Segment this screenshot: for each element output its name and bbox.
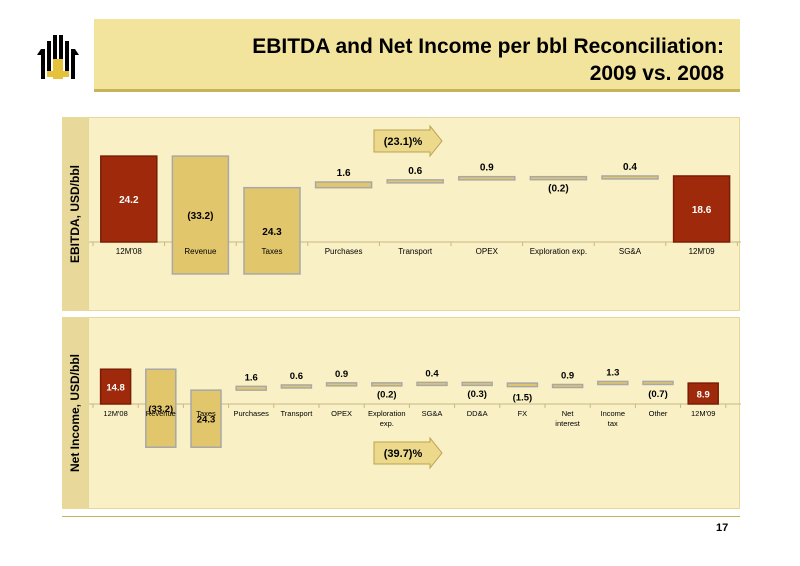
value-label-fx: (1.5) (513, 393, 533, 404)
category-label-sg-a: SG&A (422, 409, 443, 418)
bar-12m-09 (672, 175, 731, 243)
category-label-transport: Transport (280, 409, 313, 418)
bar-other (642, 380, 674, 386)
value-label-other: (0.7) (648, 389, 668, 400)
value-label-purchases: 1.6 (245, 372, 258, 383)
value-label-dd-a: (0.3) (467, 389, 487, 400)
value-label-exploration-exp: (0.2) (548, 183, 569, 194)
category-label-transport: Transport (398, 247, 433, 256)
category-label-12m-09: 12M'09 (689, 247, 716, 256)
category-label-exploration-exp: Exploration exp. (530, 247, 587, 256)
logo (23, 19, 94, 92)
change-annotation-arrow: (39.7)% (373, 436, 443, 470)
category-label-dd-a: DD&A (467, 409, 488, 418)
bar-net-interest (551, 383, 584, 389)
category-label-fx: FX (518, 409, 528, 418)
bar-purchases (235, 385, 267, 391)
value-label-taxes: 24.3 (262, 227, 282, 238)
value-label-revenue: (33.2) (148, 404, 173, 415)
bar-fx (506, 382, 539, 388)
value-label-revenue: (33.2) (187, 211, 213, 222)
category-label-12m-08: 12M'08 (103, 409, 127, 418)
bar-transport (280, 384, 313, 389)
category-label-other: Other (649, 409, 668, 418)
bar-revenue (145, 368, 177, 448)
bar-sg-a (416, 381, 448, 387)
bar-12m-09 (687, 382, 719, 405)
net-income-axis-label: Net Income, USD/bbl (68, 353, 82, 473)
change-annotation-label: (23.1)% (384, 136, 423, 148)
category-label-revenue: Revenue (184, 247, 217, 256)
bar-taxes (243, 186, 301, 275)
bar-transport (386, 179, 444, 184)
value-label-income-tax: 1.3 (606, 367, 619, 378)
bar-revenue (171, 155, 230, 275)
ebitda-chart: 24.2 12M'08 (33.2) Revenue 24.3 Taxes 1.6 Purch… (88, 117, 741, 311)
footer-divider (62, 516, 740, 517)
value-label-transport: 0.6 (408, 166, 422, 177)
bar-taxes (190, 389, 222, 448)
bar-exploration-exp (529, 175, 588, 181)
value-label-12m-09: 8.9 (697, 390, 710, 401)
bar-opex (458, 175, 516, 181)
ebitda-chart-svg: 24.2 12M'08 (33.2) Revenue 24.3 Taxes 1.6 Purch… (89, 124, 741, 275)
category-label-exploration-exp: Exploration exp. (368, 409, 406, 428)
value-label-sg-a: 0.4 (425, 368, 439, 379)
title-line-2: 2009 vs. 2008 (589, 62, 724, 85)
category-label-opex: OPEX (476, 247, 499, 256)
value-label-opex: 0.9 (480, 163, 494, 174)
bar-income-tax (597, 380, 629, 386)
category-label-12m-08: 12M'08 (116, 247, 143, 256)
category-label-purchases: Purchases (233, 409, 269, 418)
value-label-transport: 0.6 (290, 371, 303, 382)
value-label-sg-a: 0.4 (623, 162, 637, 173)
bar-dd-a (461, 381, 493, 387)
category-label-net-interest: Net interest (555, 409, 581, 428)
company-logo-icon (37, 35, 79, 79)
value-label-taxes: 24.3 (197, 415, 216, 426)
bar-opex (325, 382, 358, 387)
net-income-chart: 14.8 12M'08 (33.2) Revenue 24.3 Taxes 1.6 Purch… (88, 317, 741, 509)
title-line-1: EBITDA and Net Income per bbl Reconcilia… (252, 35, 724, 58)
category-label-sg-a: SG&A (619, 247, 642, 256)
value-label-12m-08: 14.8 (106, 383, 125, 394)
category-label-taxes: Taxes (196, 409, 216, 418)
value-label-12m-09: 18.6 (692, 205, 712, 216)
bar-exploration-exp (371, 382, 403, 387)
page-title: EBITDA and Net Income per bbl Reconcilia… (252, 33, 724, 87)
category-label-purchases: Purchases (325, 247, 363, 256)
category-label-income-tax: Income tax (600, 409, 625, 428)
title-bar: EBITDA and Net Income per bbl Reconcilia… (94, 19, 740, 92)
bar-12m-08 (100, 155, 158, 243)
change-annotation-arrow: (23.1)% (373, 124, 443, 158)
ebitda-axis-label: EBITDA, USD/bbl (68, 165, 82, 263)
page-number: 17 (716, 522, 729, 534)
bar-purchases (314, 181, 373, 189)
category-label-12m-09: 12M'09 (691, 409, 715, 418)
value-label-exploration-exp: (0.2) (377, 389, 397, 400)
category-label-opex: OPEX (331, 409, 352, 418)
category-label-taxes: Taxes (262, 247, 283, 256)
category-label-revenue: Revenue (146, 409, 176, 418)
bar-sg-a (601, 175, 659, 180)
value-label-net-interest: 0.9 (561, 370, 574, 381)
value-label-opex: 0.9 (335, 369, 348, 380)
value-label-purchases: 1.6 (337, 168, 351, 179)
bar-12m-08 (99, 368, 132, 405)
change-annotation-label: (39.7)% (384, 448, 423, 460)
net-income-side-label: Net Income, USD/bbl (62, 317, 88, 509)
ebitda-side-label: EBITDA, USD/bbl (62, 117, 88, 311)
value-label-12m-08: 24.2 (119, 195, 139, 206)
